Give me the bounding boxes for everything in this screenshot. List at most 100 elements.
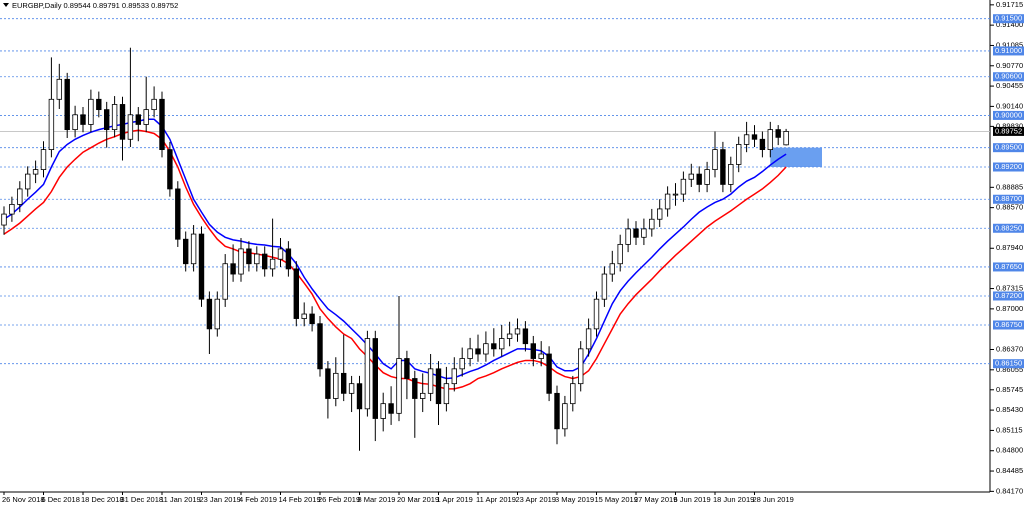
level-label: 0.90600	[995, 72, 1022, 81]
candle-body	[143, 109, 149, 125]
candle-body	[32, 169, 39, 175]
candle-body	[396, 358, 402, 414]
candle-body	[277, 248, 284, 260]
y-tick-label: 0.90770	[996, 61, 1023, 70]
candle-body	[325, 368, 331, 399]
candle-body	[182, 238, 189, 265]
candle-body	[72, 114, 78, 131]
candle-body	[380, 403, 386, 419]
y-tick-label: 0.91715	[996, 0, 1023, 9]
candle-body	[688, 173, 694, 180]
candle-body	[24, 173, 31, 190]
level-label: 0.91500	[995, 14, 1022, 23]
y-tick-label: 0.91085	[996, 40, 1023, 49]
y-tick-label: 0.91400	[996, 20, 1023, 29]
level-label-box	[993, 72, 1024, 82]
candle-body	[680, 178, 687, 195]
x-tick-label: 23 Jan 2019	[200, 495, 241, 504]
candle-body	[9, 204, 15, 215]
x-tick-label: 18 Jun 2019	[713, 495, 754, 504]
candle-body	[672, 193, 679, 196]
candle-body	[736, 144, 742, 165]
level-label-box	[993, 194, 1024, 204]
level-label-box	[993, 110, 1024, 120]
candle-body	[570, 383, 576, 405]
candle-body	[340, 372, 347, 394]
candle-body	[554, 392, 560, 430]
candle-body	[301, 313, 307, 319]
y-tick-label: 0.90140	[996, 101, 1023, 110]
y-tick-label: 0.86370	[996, 344, 1023, 353]
x-tick-label: 15 May 2019	[595, 495, 638, 504]
candle-body	[593, 298, 600, 330]
candle-body	[333, 372, 339, 399]
y-tick-label: 0.85430	[996, 405, 1023, 414]
candle-body	[459, 358, 465, 370]
moving-average-line	[3, 118, 787, 380]
candle-body	[514, 328, 521, 335]
x-tick-label: 14 Feb 2019	[279, 495, 321, 504]
candle-body	[151, 98, 157, 111]
y-tick-label: 0.88885	[996, 182, 1023, 191]
candle-body	[412, 378, 418, 399]
x-tick-label: 3 May 2019	[555, 495, 594, 504]
level-label-box	[993, 291, 1024, 301]
candle-body	[348, 383, 355, 394]
y-tick-label: 0.88570	[996, 203, 1023, 212]
candle-body	[657, 208, 663, 220]
candle-body	[356, 383, 363, 410]
x-tick-label: 11 Jan 2019	[160, 495, 201, 504]
x-tick-label: 27 May 2019	[634, 495, 677, 504]
chart-title: EURGBP,Daily 0.89544 0.89791 0.89533 0.8…	[12, 1, 178, 10]
candle-body	[451, 368, 457, 385]
candle-body	[388, 403, 394, 414]
x-tick-label: 6 Jun 2019	[674, 495, 711, 504]
candle-body	[261, 253, 268, 270]
candle-body	[759, 138, 766, 150]
candle-body	[767, 129, 773, 150]
level-label: 0.87650	[995, 262, 1022, 271]
candle-body	[498, 338, 505, 350]
last-price-box	[993, 126, 1024, 136]
y-tick-label: 0.87940	[996, 243, 1023, 252]
candle-body	[720, 149, 726, 185]
candle-body	[617, 243, 623, 265]
x-tick-label: 26 Feb 2019	[318, 495, 360, 504]
y-tick-label: 0.89830	[996, 121, 1023, 130]
candle-body	[467, 348, 473, 359]
candle-body	[443, 383, 450, 405]
candle-body	[641, 228, 647, 238]
candle-body	[246, 248, 252, 265]
candle-body	[198, 233, 205, 300]
candle-body	[506, 333, 513, 339]
y-tick-label: 0.87000	[996, 304, 1023, 313]
level-label: 0.88250	[995, 223, 1022, 232]
level-label-box	[993, 223, 1024, 233]
candle-body	[578, 348, 584, 385]
y-tick-label: 0.85115	[996, 425, 1023, 434]
candle-body	[427, 368, 434, 394]
candle-body	[17, 188, 23, 205]
x-tick-label: 11 Apr 2019	[476, 495, 516, 504]
candle-body	[269, 258, 276, 270]
candle-body	[96, 98, 102, 111]
level-label-box	[993, 14, 1024, 24]
candle-body	[1, 213, 7, 226]
moving-average-line	[3, 129, 787, 390]
candle-body	[546, 353, 552, 394]
level-label: 0.89500	[995, 143, 1022, 152]
level-label-box	[993, 46, 1024, 56]
x-tick-label: 4 Feb 2019	[239, 495, 277, 504]
candle-body	[190, 233, 197, 265]
last-price-label: 0.89752	[995, 126, 1022, 135]
title-icon	[3, 3, 9, 7]
y-tick-label: 0.84485	[996, 466, 1023, 475]
candle-body	[309, 313, 315, 325]
candle-body	[783, 131, 789, 146]
candle-body	[743, 134, 750, 145]
level-label: 0.91000	[995, 46, 1022, 55]
candle-body	[538, 353, 544, 359]
level-label-box	[993, 143, 1024, 153]
level-label-box	[993, 359, 1024, 369]
